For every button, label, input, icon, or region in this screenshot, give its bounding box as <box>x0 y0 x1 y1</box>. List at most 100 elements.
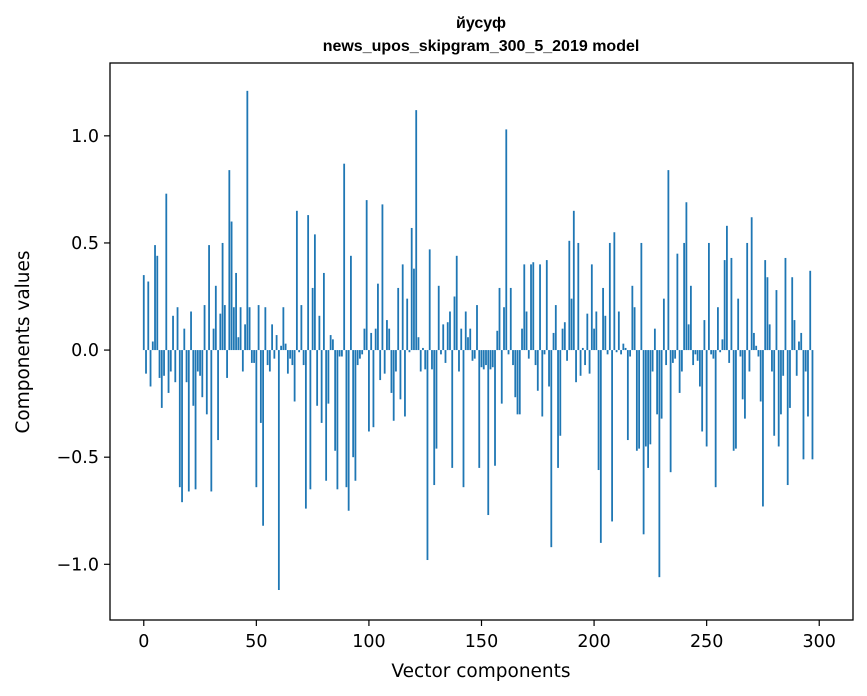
bar <box>356 350 359 366</box>
bar <box>777 350 780 447</box>
bar <box>464 311 467 351</box>
bar <box>302 350 305 366</box>
bar <box>156 255 159 351</box>
bar <box>145 350 147 374</box>
bar <box>228 170 231 351</box>
bar <box>804 350 807 372</box>
bar <box>687 324 690 351</box>
x-tick-label: 50 <box>245 632 267 652</box>
bar <box>705 350 708 447</box>
bar <box>689 285 692 351</box>
plot-area-frame <box>109 62 854 621</box>
bar <box>753 332 755 351</box>
bar <box>617 311 620 351</box>
bar <box>167 350 170 393</box>
bar <box>169 350 172 372</box>
bar <box>552 332 555 351</box>
bar <box>401 264 404 351</box>
bar <box>277 350 280 591</box>
bar <box>757 350 760 357</box>
bar <box>730 257 733 351</box>
bar <box>372 350 375 428</box>
bar <box>719 350 722 353</box>
bar <box>579 350 582 376</box>
bar <box>561 328 564 351</box>
bar <box>368 350 370 432</box>
bar <box>780 350 782 415</box>
bar <box>563 322 566 351</box>
bar <box>764 260 767 351</box>
bar <box>440 350 442 355</box>
bar <box>338 350 341 357</box>
bar <box>768 324 771 351</box>
bar <box>728 350 731 363</box>
bar <box>471 350 474 361</box>
bar <box>489 350 492 370</box>
bar <box>413 268 415 351</box>
bar <box>599 350 602 543</box>
bar <box>446 322 449 351</box>
bar <box>417 337 420 351</box>
bar <box>154 245 156 351</box>
bar <box>271 324 274 351</box>
bar <box>370 332 373 351</box>
bar <box>325 350 328 481</box>
bar <box>142 275 145 351</box>
bar <box>253 350 255 363</box>
bar <box>491 350 494 368</box>
bar <box>516 350 519 415</box>
bar <box>397 287 400 351</box>
x-tick-label: 300 <box>803 632 836 652</box>
bar <box>626 350 629 441</box>
bar <box>620 350 622 355</box>
bar <box>703 320 706 351</box>
bar <box>226 350 228 378</box>
bar <box>590 264 593 351</box>
bar <box>449 311 451 351</box>
bar <box>210 350 213 492</box>
x-axis-label: Vector components <box>391 661 570 682</box>
bar <box>334 350 337 451</box>
bar <box>793 320 796 351</box>
bar <box>181 350 183 503</box>
bar <box>503 307 505 351</box>
bar <box>469 328 472 351</box>
bar <box>606 350 609 355</box>
bar <box>615 350 618 353</box>
bar <box>408 350 411 353</box>
bar <box>190 311 192 351</box>
bar <box>415 110 418 351</box>
bar <box>160 350 163 408</box>
bar <box>388 328 391 351</box>
bar <box>174 350 177 383</box>
bar <box>559 350 562 436</box>
bar <box>214 285 217 351</box>
bar <box>293 350 296 402</box>
bar <box>329 335 332 351</box>
bar <box>476 305 478 351</box>
bar <box>775 290 778 351</box>
bar <box>203 305 206 351</box>
bar <box>622 343 625 351</box>
bar <box>660 350 663 419</box>
bar <box>791 277 794 351</box>
bar <box>307 215 310 351</box>
bar <box>147 281 150 351</box>
bar <box>316 350 319 406</box>
bar <box>575 350 577 383</box>
bar <box>282 307 285 351</box>
bar <box>352 350 355 458</box>
bar <box>696 350 699 361</box>
bar <box>205 350 208 415</box>
bar <box>241 350 244 372</box>
bar <box>431 350 433 370</box>
bar <box>755 345 758 351</box>
bar <box>570 298 573 351</box>
x-tick-label: 0 <box>138 632 149 652</box>
bar <box>717 307 719 351</box>
bar <box>395 350 397 372</box>
bar <box>273 350 276 359</box>
bar <box>359 350 361 359</box>
bar <box>482 350 485 370</box>
